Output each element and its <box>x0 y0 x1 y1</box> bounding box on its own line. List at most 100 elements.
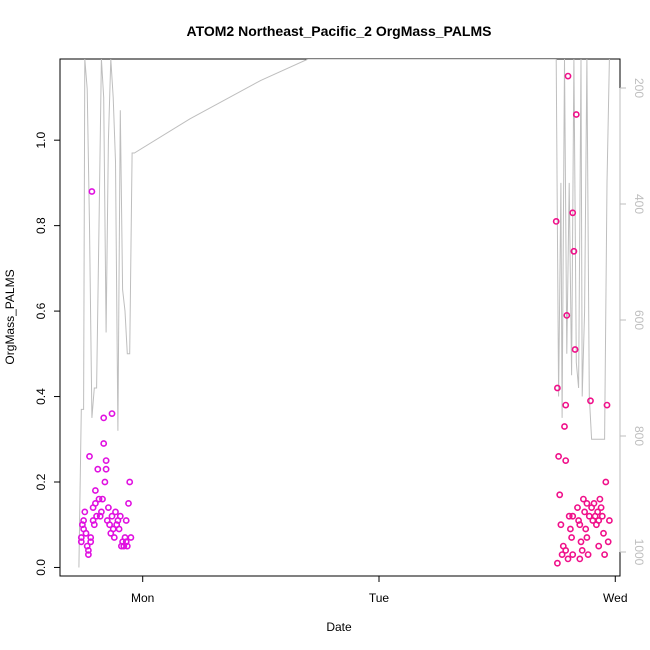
data-point <box>595 542 603 550</box>
data-point <box>582 525 590 533</box>
data-point <box>108 410 116 417</box>
data-point <box>105 504 112 511</box>
data-point <box>122 517 130 524</box>
data-point <box>99 495 106 503</box>
data-point <box>102 457 110 464</box>
data-point <box>590 499 598 507</box>
data-point <box>576 555 584 563</box>
data-point <box>595 517 603 524</box>
right-axis: 200 400 600 800 1000 <box>619 78 646 566</box>
right-tick-label: 400 <box>632 194 646 214</box>
data-point <box>554 384 561 392</box>
data-point <box>562 547 570 554</box>
data-point <box>93 512 100 520</box>
points-layer <box>77 72 613 567</box>
altitude-line-layer <box>78 59 610 568</box>
data-point <box>577 538 585 546</box>
data-point <box>558 551 566 558</box>
data-point <box>108 512 116 520</box>
data-point <box>87 534 95 541</box>
y-tick-label: 0.0 <box>34 559 48 576</box>
data-point <box>601 551 608 558</box>
x-tick-label: Mon <box>131 591 154 605</box>
data-point <box>555 452 562 460</box>
right-tick-label: 600 <box>632 310 646 330</box>
data-point <box>125 499 132 507</box>
data-point <box>569 551 577 558</box>
data-point <box>77 538 85 546</box>
data-point <box>597 504 605 511</box>
x-axis: Mon Tue Wed <box>131 575 628 605</box>
data-point <box>567 525 574 533</box>
data-point <box>562 457 570 464</box>
data-point <box>126 478 134 486</box>
data-point <box>583 534 591 541</box>
data-point <box>603 401 611 409</box>
x-axis-label: Date <box>326 620 352 634</box>
data-point <box>92 499 99 507</box>
data-point <box>578 547 586 554</box>
data-point <box>594 508 601 516</box>
data-point <box>100 414 108 422</box>
y-tick-label: 0.8 <box>34 217 48 234</box>
data-point <box>115 525 123 533</box>
data-point <box>82 529 90 537</box>
data-point <box>583 499 591 507</box>
data-point <box>85 551 92 558</box>
data-point <box>554 559 561 567</box>
data-point <box>561 423 568 430</box>
data-point <box>127 534 135 541</box>
data-point <box>587 397 594 405</box>
data-point <box>576 521 584 529</box>
y-axis: 0.0 0.2 0.4 0.6 0.8 1.0 <box>34 132 61 576</box>
data-point <box>606 517 613 524</box>
data-point <box>90 521 98 529</box>
data-point <box>568 534 575 541</box>
data-point <box>602 478 610 486</box>
data-point <box>88 188 96 195</box>
chart-title: ATOM2 Northeast_Pacific_2 OrgMass_PALMS <box>187 23 492 39</box>
data-point <box>98 508 105 516</box>
data-point <box>563 311 571 319</box>
data-point <box>95 495 103 503</box>
data-point <box>116 512 124 520</box>
y-axis-label: OrgMass_PALMS <box>3 269 17 364</box>
y-tick-label: 0.4 <box>34 388 48 405</box>
data-point <box>94 465 102 473</box>
y-tick-label: 0.2 <box>34 473 48 490</box>
data-point <box>110 534 118 541</box>
data-point <box>574 504 581 511</box>
data-point <box>581 508 588 516</box>
x-tick-label: Tue <box>369 591 390 605</box>
data-point <box>557 521 565 529</box>
data-point <box>564 555 572 563</box>
data-point <box>123 542 131 550</box>
data-point <box>100 440 108 447</box>
data-point <box>569 209 577 217</box>
data-point <box>552 217 560 225</box>
data-point <box>556 491 564 499</box>
right-tick-label: 1000 <box>632 539 646 566</box>
data-point <box>604 538 612 546</box>
x-tick-label: Wed <box>603 591 627 605</box>
data-point <box>87 538 95 546</box>
data-point <box>572 111 580 118</box>
data-point <box>102 465 110 473</box>
y-tick-label: 0.6 <box>34 302 48 319</box>
data-point <box>77 534 85 541</box>
y-tick-label: 1.0 <box>34 132 48 149</box>
data-point <box>92 487 99 494</box>
data-point <box>564 72 572 80</box>
data-point <box>85 547 92 554</box>
plot-frame <box>59 58 621 577</box>
data-point <box>584 551 592 558</box>
data-point <box>112 508 119 516</box>
data-point <box>86 452 93 460</box>
data-point <box>598 512 606 520</box>
data-point <box>562 401 570 409</box>
altitude-line <box>78 59 610 568</box>
data-point <box>596 495 604 503</box>
data-point <box>565 512 573 520</box>
right-tick-label: 200 <box>632 78 646 98</box>
